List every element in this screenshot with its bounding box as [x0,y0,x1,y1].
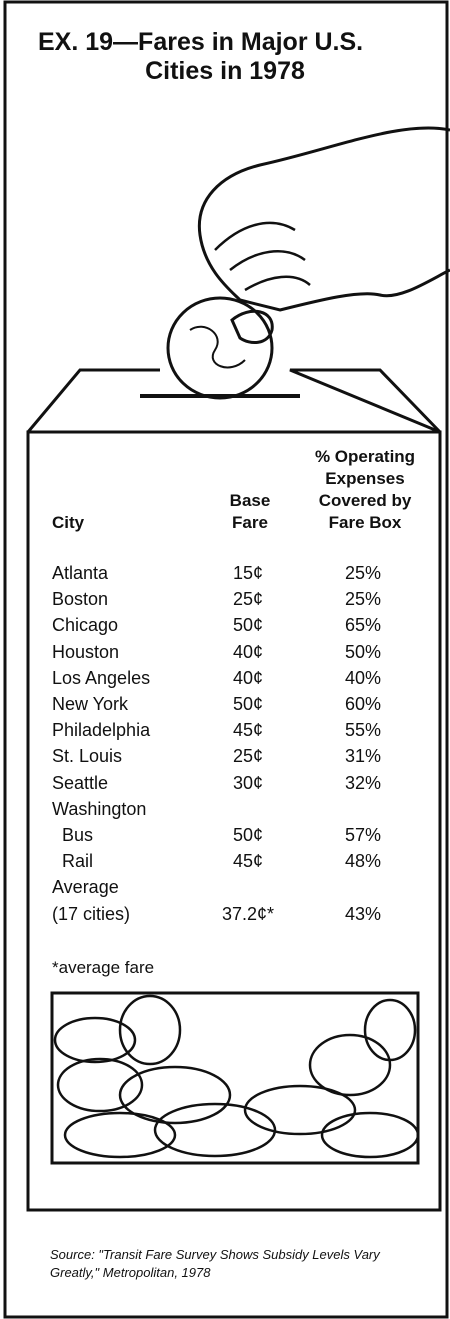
percent-cell: 25% [313,562,413,584]
city-cell: Washington [52,798,232,820]
column-header: % Operating [290,446,440,468]
column-header: Covered by [290,490,440,512]
fare-cell: 40¢ [198,641,298,663]
fare-cell: 50¢ [198,693,298,715]
fare-cell: 50¢ [198,614,298,636]
column-header: Base [200,490,300,512]
fare-cell: 45¢ [198,719,298,741]
title: EX. 19—Fares in Major U.S. Cities in 197… [0,28,450,86]
percent-cell: 55% [313,719,413,741]
fare-cell: 30¢ [198,772,298,794]
source: Source: "Transit Fare Survey Shows Subsi… [50,1246,410,1282]
percent-cell: 43% [313,903,413,925]
fare-cell: 25¢ [198,588,298,610]
column-header: Fare Box [290,512,440,534]
fare-cell: 50¢ [198,824,298,846]
percent-cell: 31% [313,745,413,767]
fare-cell: 45¢ [198,850,298,872]
column-header: City [52,512,202,534]
percent-cell: 60% [313,693,413,715]
percent-cell: 40% [313,667,413,689]
percent-cell: 65% [313,614,413,636]
footnote: *average fare [52,958,154,978]
percent-cell: 32% [313,772,413,794]
title-line: Cities in 1978 [0,57,450,86]
percent-cell: 48% [313,850,413,872]
city-cell: Average [52,876,232,898]
percent-cell: 25% [313,588,413,610]
page: EX. 19—Fares in Major U.S. Cities in 197… [0,0,450,1319]
percent-cell: 50% [313,641,413,663]
percent-cell: 57% [313,824,413,846]
title-line: EX. 19—Fares in Major U.S. [0,28,450,57]
fare-cell: 25¢ [198,745,298,767]
fare-cell: 40¢ [198,667,298,689]
column-header: Fare [200,512,300,534]
fare-cell: 15¢ [198,562,298,584]
fare-cell: 37.2¢* [198,903,298,925]
column-header: Expenses [290,468,440,490]
